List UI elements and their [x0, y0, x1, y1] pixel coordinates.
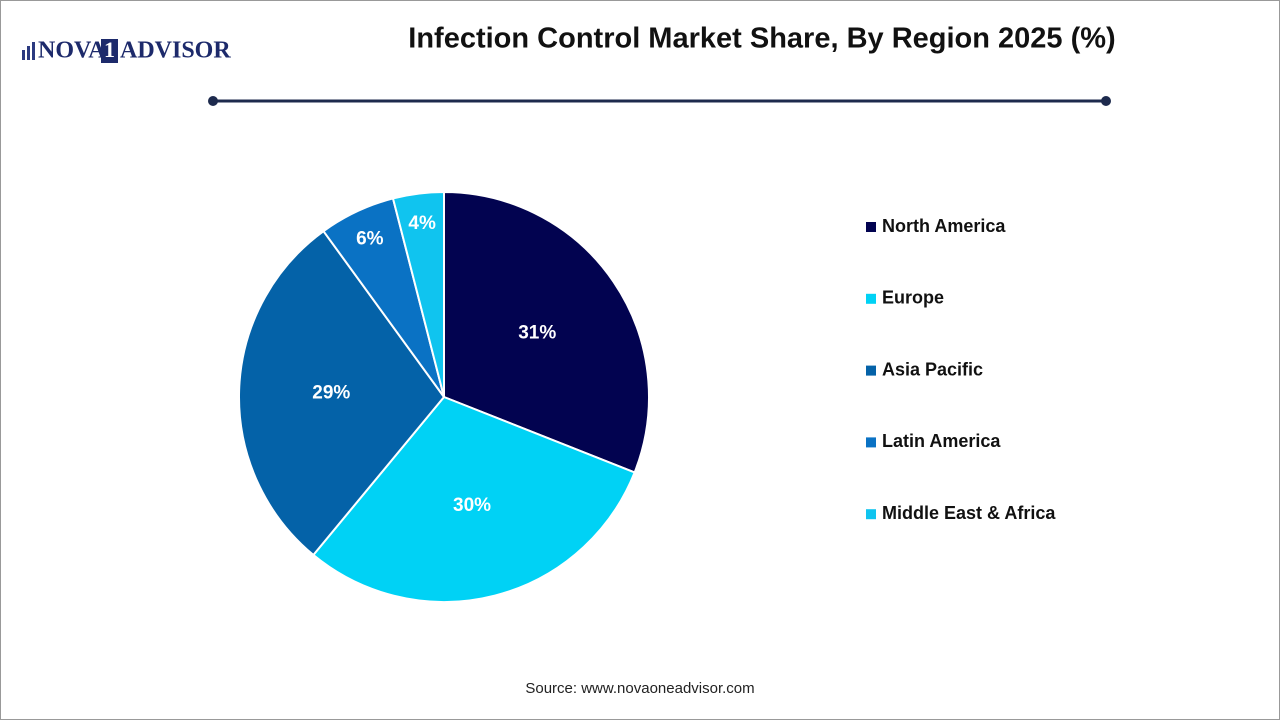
pie: 31% 30% 29% 6% 4%	[238, 190, 650, 603]
legend-label: Europe	[882, 288, 944, 308]
legend-swatch	[866, 365, 876, 376]
legend: North America Europe Asia Pacific Latin Ame…	[866, 216, 1056, 523]
legend-swatch	[866, 437, 876, 448]
legend-swatch	[866, 509, 876, 520]
legend-label: Middle East & Africa	[882, 503, 1056, 523]
legend-label: Asia Pacific	[882, 359, 983, 379]
logo-bar	[27, 46, 30, 60]
data-label: 30%	[453, 495, 491, 516]
rule-dot	[1101, 96, 1111, 106]
legend-label: Latin America	[882, 431, 1001, 451]
source: Source: www.novaoneadvisor.com	[525, 680, 754, 697]
logo-text: NOVA	[38, 38, 106, 64]
legend-label: North America	[882, 216, 1006, 236]
pie-slice	[443, 190, 650, 474]
data-label: 31%	[518, 323, 556, 344]
pie-slice	[311, 395, 636, 603]
logo: NOVA 1 ADVISOR	[22, 37, 231, 64]
logo-text: ADVISOR	[120, 38, 231, 64]
logo-mark: 1	[104, 37, 115, 62]
logo-bar	[22, 50, 25, 60]
pie-slice	[391, 190, 445, 398]
logo-box	[101, 39, 118, 63]
data-label: 29%	[312, 382, 350, 403]
data-label: 6%	[356, 228, 384, 249]
rule-dot	[208, 96, 218, 106]
legend-swatch	[866, 293, 876, 304]
pie-slice	[238, 229, 446, 557]
logo-bar	[32, 42, 35, 60]
data-label: 4%	[408, 213, 436, 234]
chart-title: Infection Control Market Share, By Regio…	[408, 23, 1115, 55]
legend-swatch	[866, 222, 876, 232]
